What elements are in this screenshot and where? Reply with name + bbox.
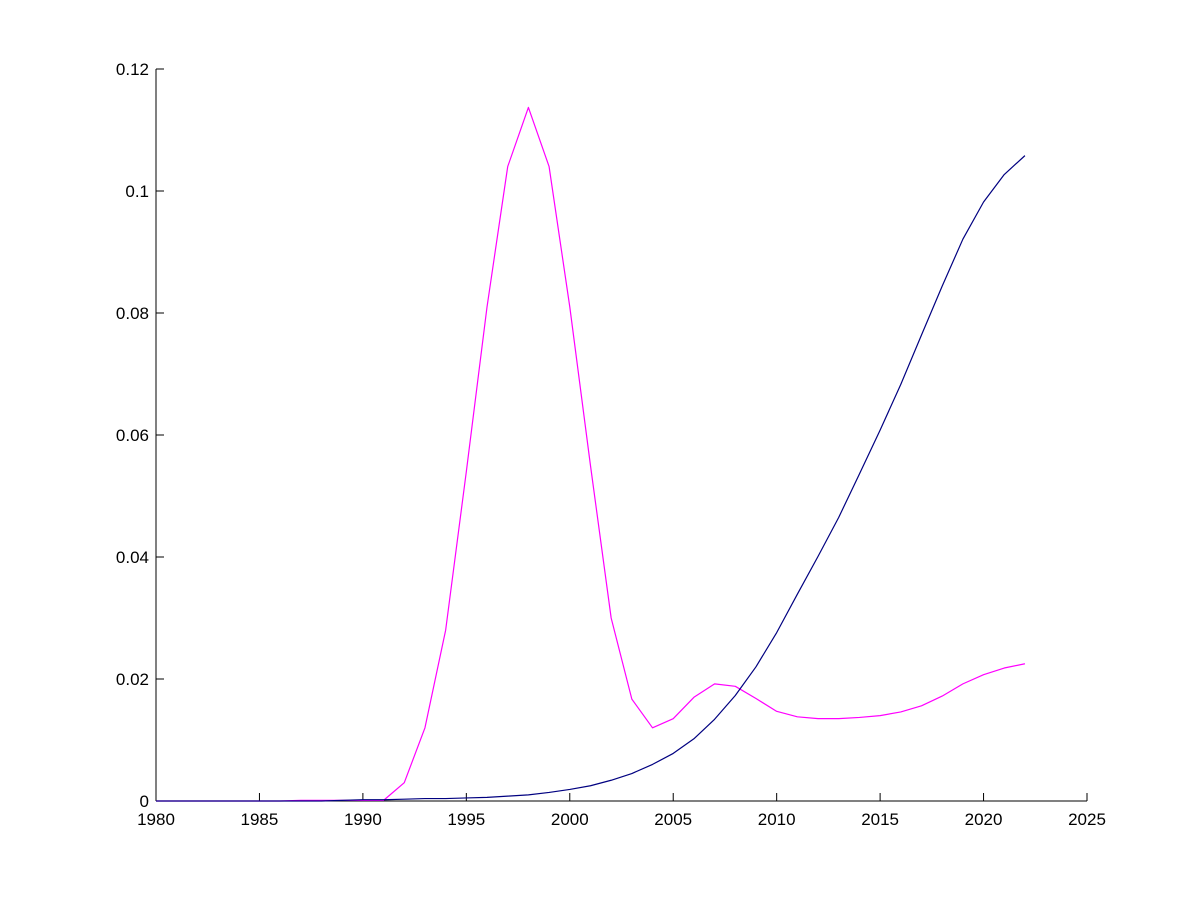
x-tick-label: 2020 bbox=[965, 810, 1003, 829]
y-tick-label: 0.08 bbox=[116, 304, 149, 323]
x-tick-label: 1990 bbox=[344, 810, 382, 829]
x-tick-label: 2010 bbox=[758, 810, 796, 829]
series-line-1 bbox=[156, 106, 1026, 802]
axes: 1980 1985 1990 1995 2000 2005 2010 2015 2020 2025… bbox=[116, 60, 1106, 829]
x-tick-label: 1980 bbox=[137, 810, 175, 829]
y-tick-label: 0.12 bbox=[116, 60, 149, 79]
series-layer bbox=[156, 106, 1026, 802]
y-tick-label: 0.1 bbox=[125, 182, 149, 201]
x-tick-label: 2000 bbox=[551, 810, 589, 829]
y-tick-label: 0.06 bbox=[116, 426, 149, 445]
x-tick-label: 2005 bbox=[654, 810, 692, 829]
x-tick-label: 2025 bbox=[1068, 810, 1106, 829]
y-tick-label: 0 bbox=[140, 792, 149, 811]
x-tick-label: 1985 bbox=[241, 810, 279, 829]
x-tick-label: 2015 bbox=[861, 810, 899, 829]
y-tick-label: 0.04 bbox=[116, 548, 149, 567]
x-tick-label: 1995 bbox=[447, 810, 485, 829]
series-line-2 bbox=[156, 155, 1026, 802]
y-tick-label: 0.02 bbox=[116, 670, 149, 689]
